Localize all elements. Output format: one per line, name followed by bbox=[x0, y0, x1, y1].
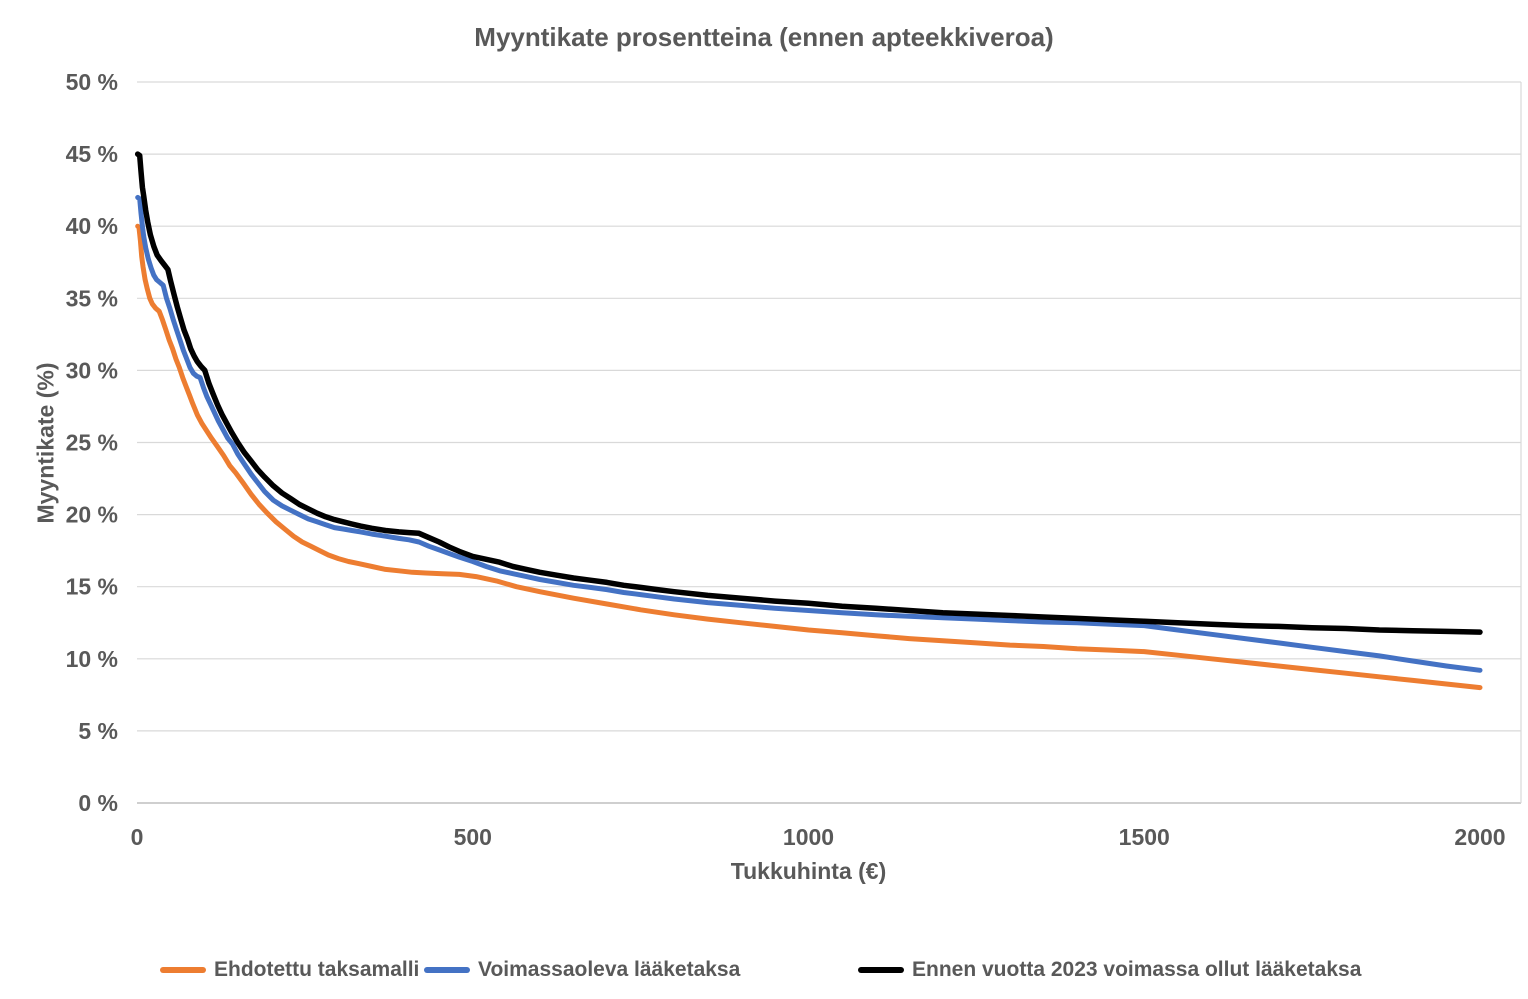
y-tick-label: 35 % bbox=[66, 285, 118, 311]
series-line-2 bbox=[135, 194, 1483, 673]
y-tick-label: 0 % bbox=[78, 790, 118, 816]
series-line-1 bbox=[135, 223, 1483, 691]
y-tick-label: 40 % bbox=[66, 213, 118, 239]
y-tick-label: 15 % bbox=[66, 574, 118, 600]
legend-item-pre-2023-tariff: Ennen vuotta 2023 voimassa ollut lääketa… bbox=[858, 948, 1361, 992]
legend-line-swatch-black bbox=[858, 967, 904, 973]
legend-label: Voimassaoleva lääketaksa bbox=[478, 958, 741, 981]
x-tick-label: 1000 bbox=[783, 824, 834, 850]
y-tick-label: 5 % bbox=[78, 718, 118, 744]
y-tick-label: 20 % bbox=[66, 502, 118, 528]
y-tick-label: 25 % bbox=[66, 430, 118, 456]
y-tick-label: 45 % bbox=[66, 141, 118, 167]
x-axis-title: Tukkuhinta (€) bbox=[730, 858, 887, 884]
x-tick-label: 2000 bbox=[1454, 824, 1505, 850]
legend-line-swatch-blue bbox=[424, 967, 470, 973]
legend: Ehdotettu taksamalli Voimassaoleva lääke… bbox=[0, 948, 1528, 992]
y-tick-label: 10 % bbox=[66, 646, 118, 672]
legend-item-current-tariff: Voimassaoleva lääketaksa bbox=[424, 948, 740, 992]
series-line-3 bbox=[134, 151, 1483, 635]
x-tick-label: 1500 bbox=[1119, 824, 1170, 850]
legend-item-proposed-model: Ehdotettu taksamalli bbox=[160, 948, 419, 992]
chart-title: Myyntikate prosentteina (ennen apteekkiv… bbox=[474, 22, 1054, 52]
x-tick-label: 500 bbox=[454, 824, 492, 850]
legend-label: Ennen vuotta 2023 voimassa ollut lääketa… bbox=[912, 958, 1362, 981]
y-tick-label: 50 % bbox=[66, 69, 118, 95]
x-tick-label: 0 bbox=[131, 824, 144, 850]
y-tick-label: 30 % bbox=[66, 357, 118, 383]
legend-line-swatch-orange bbox=[160, 967, 206, 973]
legend-label: Ehdotettu taksamalli bbox=[214, 958, 420, 981]
